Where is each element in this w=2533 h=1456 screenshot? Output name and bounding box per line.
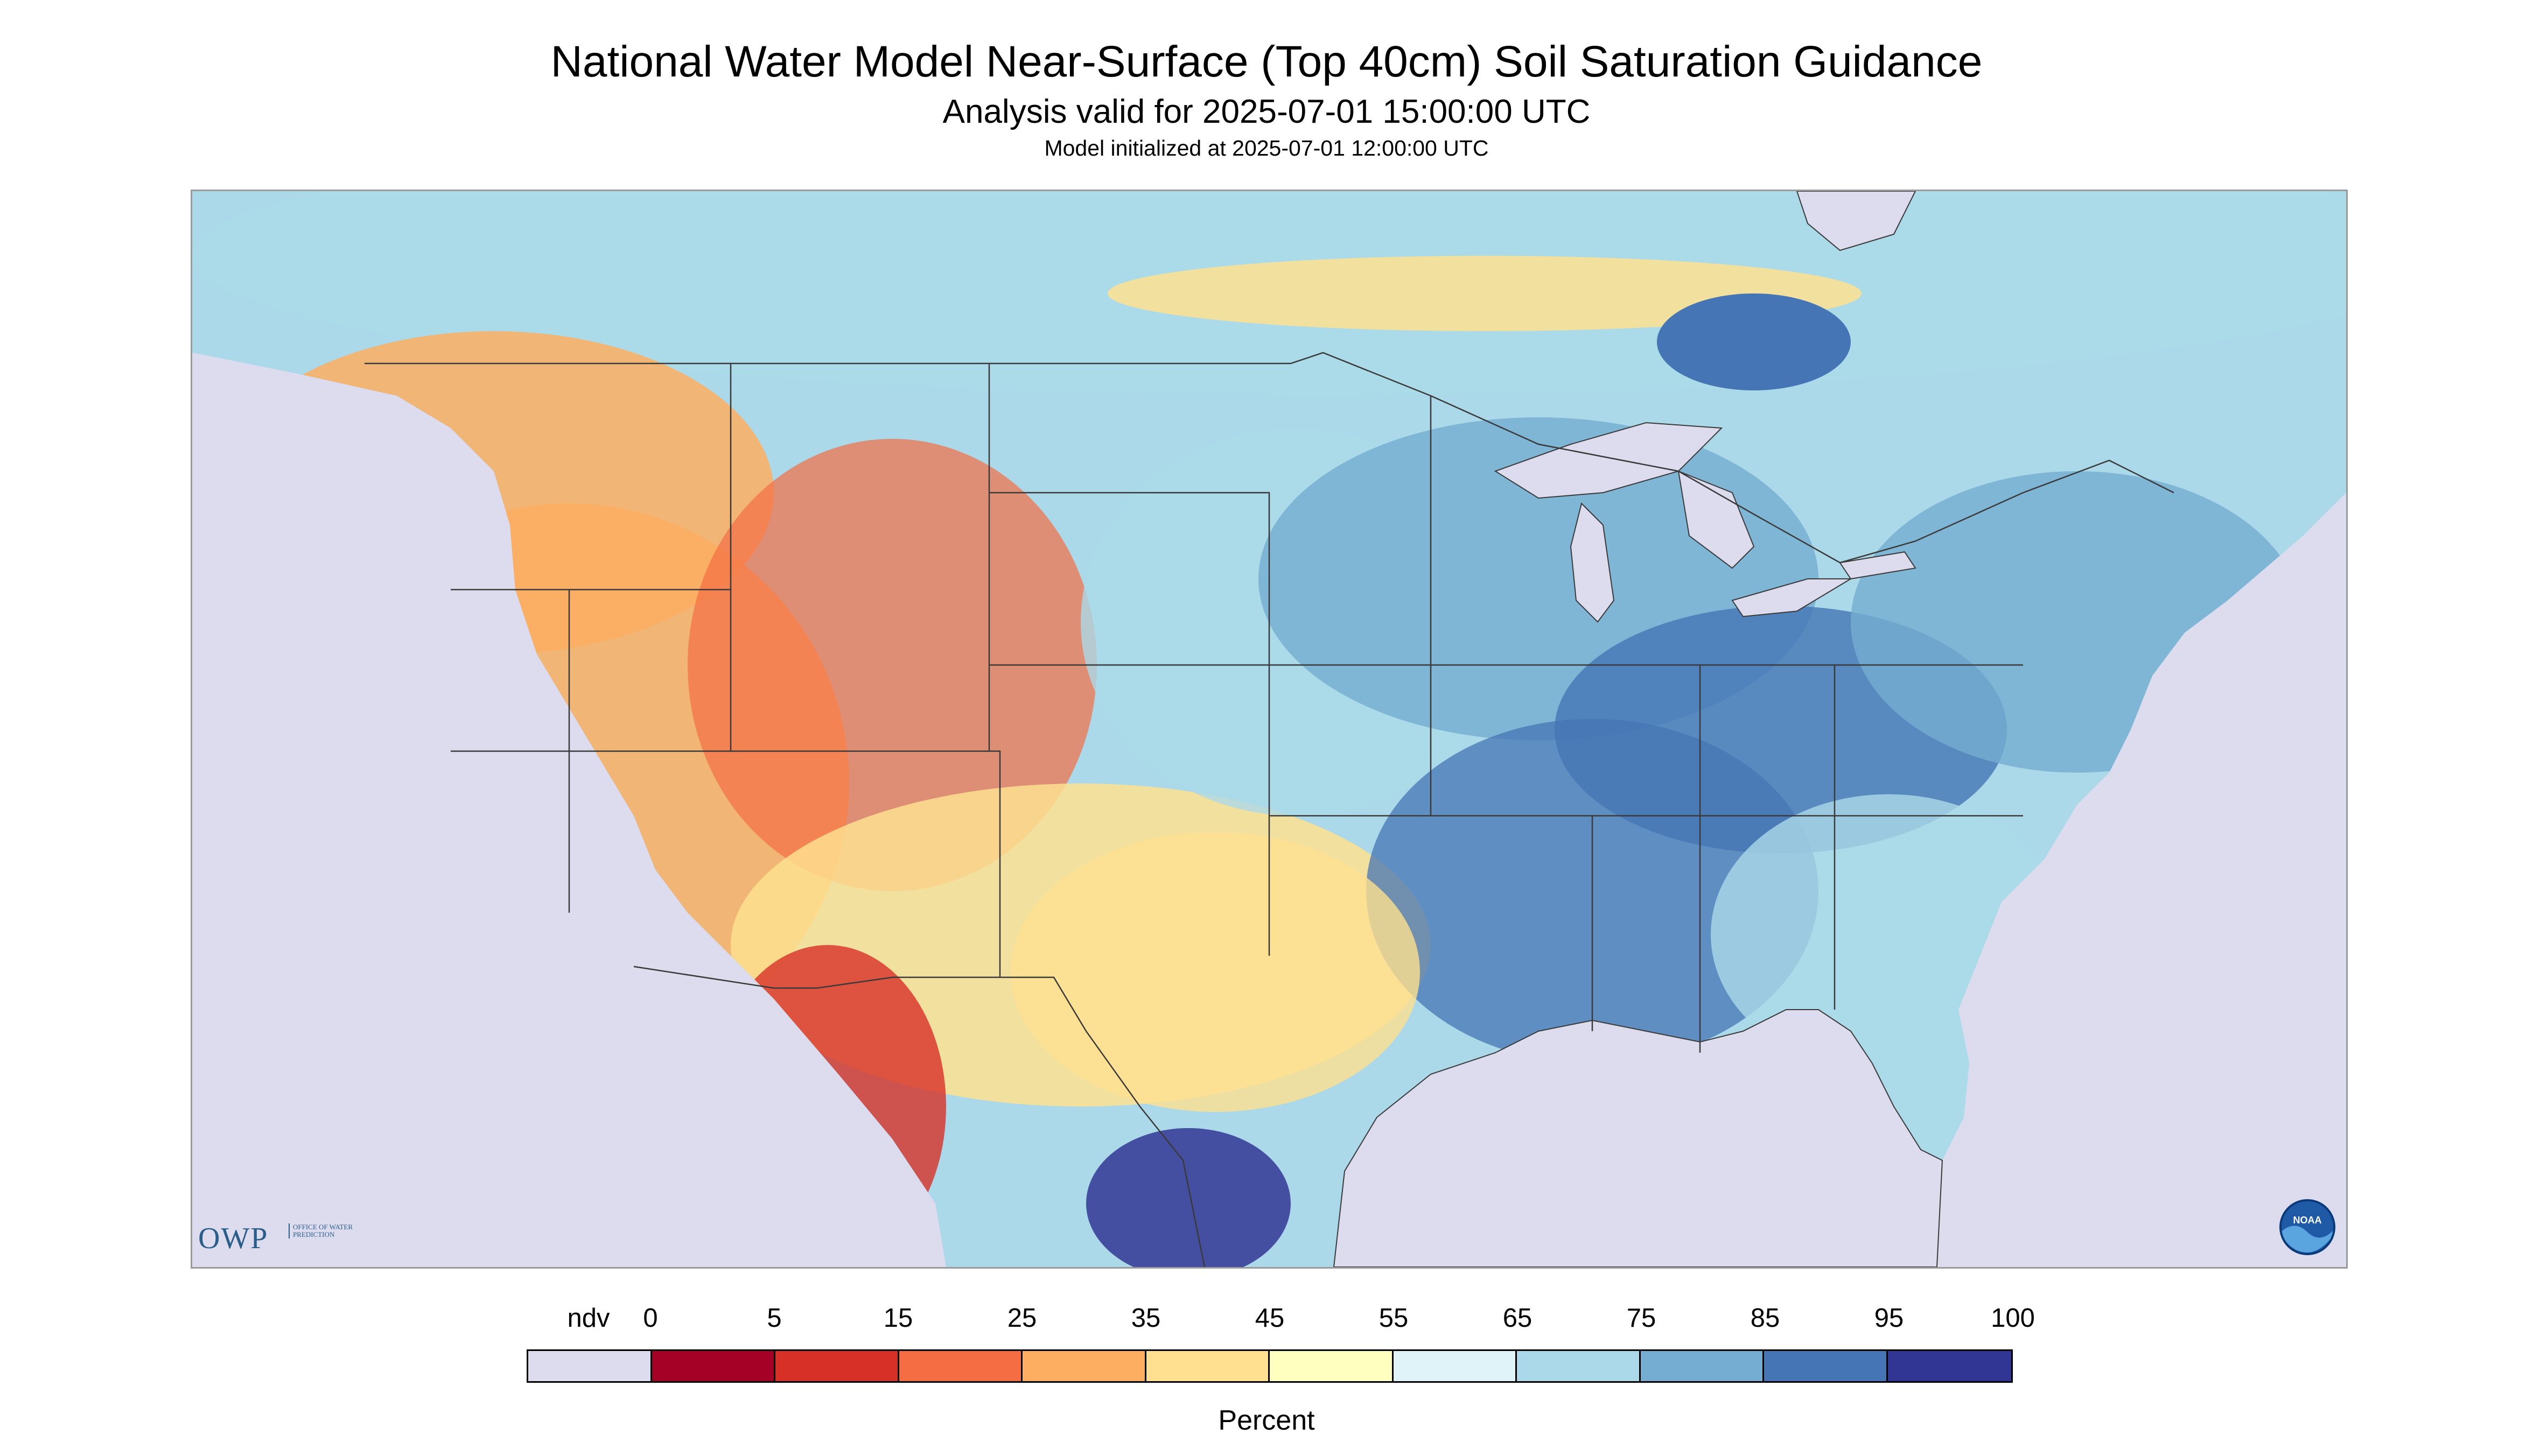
model-init-text: Model initialized at 2025-07-01 12:00:00… [1044, 136, 1489, 160]
legend-tick-label: 45 [1255, 1304, 1285, 1333]
boundary-lines [365, 352, 2174, 1267]
region-rocky-mountains [688, 439, 1097, 891]
region-hudson-wet-patch [1657, 293, 1851, 390]
soil-saturation-map [192, 191, 2346, 1267]
legend-tick-label: 0 [643, 1304, 658, 1333]
lake-huron [1677, 470, 1755, 569]
legend-color-bar [527, 1349, 2013, 1383]
legend-swatch [775, 1351, 899, 1381]
legend-tick-labels: ndv 0 5 15 25 35 45 55 65 75 85 95 100 [527, 1303, 2034, 1335]
legend-swatch [899, 1351, 1023, 1381]
legend-tick-label: ndv [567, 1304, 610, 1333]
legend-swatch [1146, 1351, 1270, 1381]
legend-tick-label: 85 [1750, 1304, 1780, 1333]
legend-tick-label: 35 [1131, 1304, 1161, 1333]
color-legend: ndv 0 5 15 25 35 45 55 65 75 85 95 100 [527, 1303, 2035, 1389]
map-panel [191, 190, 2348, 1269]
state-line-4 [989, 492, 1270, 956]
owp-logo-subtext: Office of Water Prediction [289, 1223, 374, 1238]
legend-swatch [1270, 1351, 1394, 1381]
legend-tick-label: 25 [1007, 1304, 1037, 1333]
great-lakes [1494, 422, 1723, 499]
lake-michigan [1570, 502, 1615, 623]
noaa-logo-text: NOAA [2293, 1215, 2322, 1226]
legend-swatch [528, 1351, 652, 1381]
legend-tick-label: 55 [1379, 1304, 1409, 1333]
legend-tick-label: 100 [1991, 1304, 2035, 1333]
noaa-logo: NOAA [2279, 1199, 2335, 1255]
region-texas [1011, 832, 1420, 1112]
lake-erie [1731, 578, 1853, 618]
owp-logo: OWP Office of Water Prediction [198, 1221, 370, 1255]
legend-tick-label: 75 [1626, 1304, 1656, 1333]
legend-tick-label: 5 [767, 1304, 782, 1333]
legend-swatch [1517, 1351, 1641, 1381]
legend-swatch [1393, 1351, 1517, 1381]
legend-swatch [1887, 1351, 2011, 1381]
chart-subtitle: Analysis valid for 2025-07-01 15:00:00 U… [942, 93, 1591, 130]
region-south-texas-coast [1086, 1128, 1291, 1267]
region-canada-north [192, 191, 2346, 396]
legend-tick-label: 65 [1502, 1304, 1533, 1333]
water-bodies [1333, 191, 1943, 1267]
legend-swatch [1640, 1351, 1764, 1381]
legend-tick-label: 15 [883, 1304, 913, 1333]
legend-swatch [652, 1351, 775, 1381]
owp-logo-text: OWP [198, 1222, 269, 1255]
legend-unit-label: Percent [1218, 1405, 1315, 1436]
legend-swatch [1023, 1351, 1146, 1381]
james-bay [1796, 191, 1916, 251]
lake-ontario [1839, 551, 1916, 580]
legend-swatch [1764, 1351, 1888, 1381]
region-canadian-prairies-dry-band [1108, 256, 1862, 331]
us-mexico-border [633, 965, 1206, 1267]
us-canada-border [365, 352, 2174, 564]
legend-tick-label: 95 [1874, 1304, 1904, 1333]
gulf-of-mexico [1333, 1009, 1943, 1267]
chart-title: National Water Model Near-Surface (Top 4… [550, 37, 1983, 86]
